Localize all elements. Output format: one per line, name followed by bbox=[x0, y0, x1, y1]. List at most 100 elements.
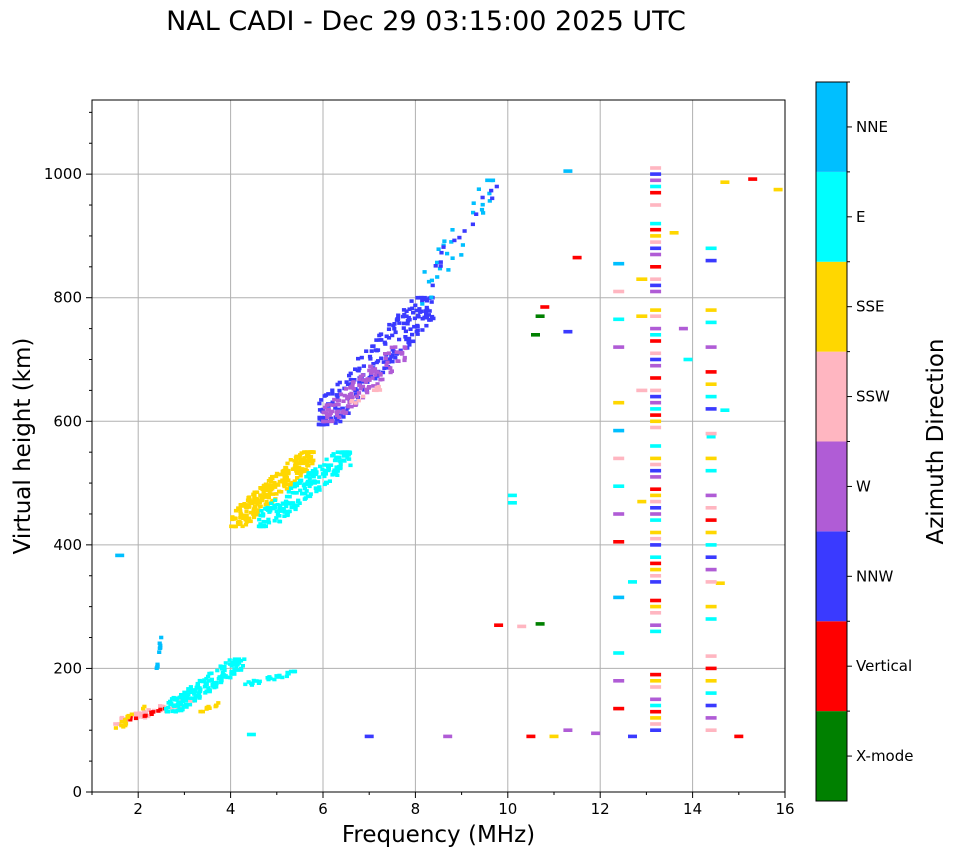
echo-point bbox=[394, 350, 399, 354]
echo-point bbox=[261, 489, 266, 494]
echo-point bbox=[705, 691, 717, 695]
echo-point bbox=[246, 680, 251, 684]
echo-point bbox=[446, 268, 451, 272]
echo-point bbox=[146, 713, 151, 718]
echo-point bbox=[613, 428, 625, 433]
echo-point bbox=[235, 668, 240, 672]
echo-point bbox=[650, 314, 662, 318]
echo-point bbox=[258, 493, 263, 497]
echo-point bbox=[229, 669, 234, 674]
echo-point bbox=[318, 464, 323, 469]
echo-point bbox=[244, 509, 249, 513]
echo-point bbox=[438, 264, 443, 268]
echo-point bbox=[291, 501, 296, 505]
echo-point bbox=[302, 497, 307, 501]
echo-point bbox=[397, 321, 402, 325]
echo-point bbox=[232, 662, 237, 667]
echo-point bbox=[292, 459, 297, 463]
echo-point bbox=[317, 401, 322, 406]
echo-point bbox=[419, 309, 424, 314]
echo-point bbox=[438, 260, 443, 264]
x-axis-label: Frequency (MHz) bbox=[342, 822, 535, 848]
echo-point bbox=[531, 333, 540, 337]
echo-point bbox=[344, 380, 349, 384]
echo-point bbox=[266, 479, 271, 483]
echo-point bbox=[705, 728, 717, 732]
echo-point bbox=[218, 664, 223, 668]
echo-point bbox=[233, 508, 239, 513]
echo-point bbox=[284, 475, 289, 480]
echo-point bbox=[705, 468, 717, 473]
echo-point bbox=[628, 580, 637, 584]
echo-point bbox=[287, 501, 292, 506]
echo-point bbox=[476, 187, 481, 191]
echo-point bbox=[412, 316, 417, 321]
echo-point bbox=[240, 664, 245, 668]
echo-point bbox=[435, 275, 440, 279]
echo-point bbox=[480, 202, 485, 207]
echo-point bbox=[275, 502, 280, 507]
echo-point bbox=[242, 657, 247, 661]
echo-point bbox=[346, 452, 351, 457]
echo-point bbox=[330, 409, 335, 414]
echo-point bbox=[324, 411, 329, 416]
colorbar-tick-label: E bbox=[856, 208, 865, 226]
colorbar-segment bbox=[816, 171, 847, 262]
echo-point bbox=[341, 409, 346, 413]
echo-point bbox=[321, 422, 326, 427]
echo-point bbox=[337, 415, 342, 419]
chart-title: NAL CADI - Dec 29 03:15:00 2025 UTC bbox=[166, 6, 686, 37]
echo-point bbox=[364, 387, 369, 392]
echo-point bbox=[650, 536, 662, 541]
echo-point bbox=[317, 488, 322, 492]
echo-point bbox=[341, 415, 346, 419]
echo-point bbox=[408, 327, 413, 331]
echo-point bbox=[328, 416, 334, 421]
echo-point bbox=[683, 357, 693, 362]
echo-point bbox=[442, 239, 447, 243]
echo-point bbox=[418, 295, 424, 300]
echo-point bbox=[142, 709, 147, 714]
echo-point bbox=[220, 674, 225, 678]
echo-point bbox=[367, 378, 372, 382]
echo-point bbox=[271, 506, 276, 511]
echo-point bbox=[214, 681, 219, 686]
echo-point bbox=[298, 473, 303, 478]
echo-point bbox=[357, 377, 362, 382]
echo-point bbox=[119, 715, 125, 720]
echo-point bbox=[252, 497, 257, 502]
echo-point bbox=[196, 691, 201, 695]
echo-point bbox=[259, 497, 264, 501]
echo-point bbox=[460, 243, 465, 247]
echo-point bbox=[325, 422, 330, 427]
echo-point bbox=[335, 468, 340, 473]
echo-point bbox=[388, 366, 393, 370]
echo-point bbox=[650, 672, 662, 677]
echo-point bbox=[650, 629, 662, 634]
echo-point bbox=[507, 501, 517, 505]
echo-point bbox=[143, 713, 148, 718]
echo-point bbox=[305, 479, 310, 484]
echo-point bbox=[381, 360, 386, 364]
echo-point bbox=[228, 662, 233, 666]
echo-point bbox=[237, 519, 242, 524]
echo-point bbox=[364, 349, 369, 353]
echo-point bbox=[238, 658, 244, 663]
echo-point bbox=[441, 245, 446, 249]
echo-point bbox=[388, 357, 393, 361]
echo-point bbox=[284, 479, 289, 483]
echo-point bbox=[650, 240, 662, 244]
echo-point bbox=[650, 289, 662, 294]
echo-point bbox=[229, 524, 234, 529]
echo-point bbox=[424, 323, 429, 328]
echo-point bbox=[302, 456, 307, 460]
echo-point bbox=[705, 654, 717, 658]
echo-point bbox=[650, 339, 662, 343]
echo-point bbox=[479, 207, 485, 212]
echo-point bbox=[517, 624, 527, 629]
echo-point bbox=[302, 450, 307, 454]
echo-point bbox=[274, 474, 279, 479]
x-axis-ticks: 2 4 6 8 10 12 14 16 bbox=[91, 792, 795, 818]
echo-point bbox=[350, 399, 355, 403]
echo-point bbox=[257, 499, 262, 504]
